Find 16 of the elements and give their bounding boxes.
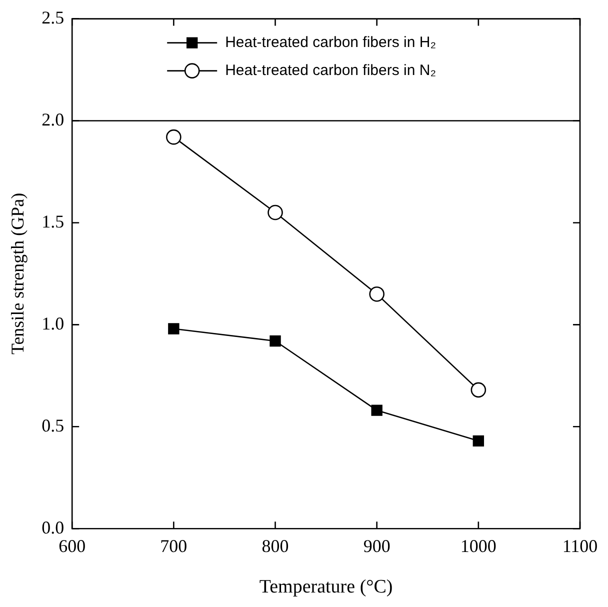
y-tick-label: 1.0	[42, 313, 64, 334]
x-tick-label: 800	[262, 536, 289, 556]
x-tick-label: 1000	[460, 536, 496, 556]
x-tick-label: 1100	[562, 536, 598, 556]
y-tick-label: 0.5	[42, 415, 64, 436]
x-tick-label: 600	[58, 536, 86, 556]
x-axis-title: Temperature (°C)	[259, 576, 393, 598]
x-tick-label: 700	[160, 536, 188, 556]
legend-label: Heat-treated carbon fibers in N₂	[225, 62, 436, 79]
y-tick-label: 1.5	[42, 211, 64, 232]
y-axis-title: Tensile strength (GPa)	[8, 192, 28, 355]
y-tick-label: 0.0	[42, 517, 64, 538]
x-tick-label: 900	[363, 536, 390, 556]
y-tick-label: 2.5	[42, 8, 64, 28]
legend-label: Heat-treated carbon fibers in H₂	[225, 34, 436, 51]
y-tick-label: 2.0	[42, 109, 64, 130]
